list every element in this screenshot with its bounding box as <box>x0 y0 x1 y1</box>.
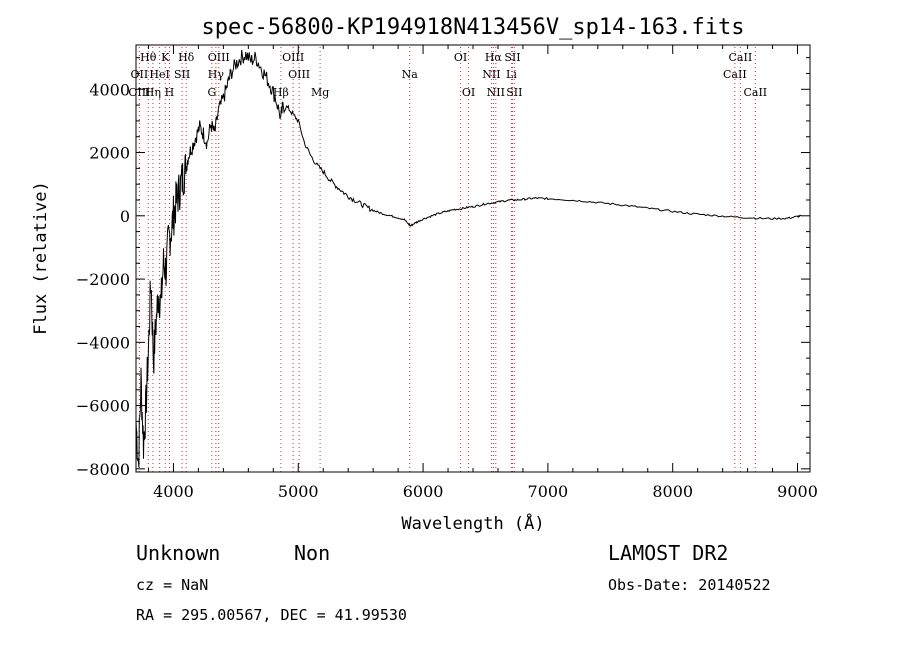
x-tick-label: 6000 <box>403 482 444 501</box>
y-tick-label: 2000 <box>89 144 130 163</box>
x-tick-label: 9000 <box>777 482 818 501</box>
spectral-line-label: Li <box>506 68 517 81</box>
spectrum-curve <box>135 49 802 468</box>
x-tick-label: 4000 <box>153 482 194 501</box>
object-class: Unknown <box>136 541 220 565</box>
spectral-line-label: Hγ <box>208 68 225 81</box>
spectral-line-label: SII <box>506 86 522 99</box>
spectral-line-label: K <box>161 51 170 64</box>
y-tick-label: −4000 <box>76 333 130 352</box>
spectral-line-label: HeI <box>149 68 169 81</box>
spectral-line-label: Hα <box>485 51 503 64</box>
spectral-line-label: Mg <box>311 86 329 99</box>
y-axis-ticks: −8000 −6000 −4000 −2000 0 2000 4000 <box>76 57 810 479</box>
survey-name: LAMOST DR2 <box>608 541 728 565</box>
y-tick-label: −2000 <box>76 270 130 289</box>
plot-frame <box>135 44 811 473</box>
spectral-line-label: Hη <box>145 86 161 99</box>
spectral-line-label: H <box>165 86 175 99</box>
y-axis-label: Flux (relative) <box>31 181 51 335</box>
y-tick-label: 0 <box>120 207 130 226</box>
spectral-line-label: NII <box>482 68 500 81</box>
spectral-line-label: CaII <box>729 51 753 64</box>
spectral-line-label: Hβ <box>273 86 289 99</box>
redshift-cz: cz = NaN <box>136 576 208 594</box>
spectral-line-label: CaII <box>743 86 767 99</box>
x-tick-label: 5000 <box>278 482 319 501</box>
chart-title: spec-56800-KP194918N413456V_sp14-163.fit… <box>201 15 744 40</box>
x-axis-label: Wavelength (Å) <box>401 512 544 534</box>
spectral-line-label: OI <box>462 86 475 99</box>
y-tick-label: −8000 <box>76 460 130 479</box>
spectral-line-label: SII <box>174 68 190 81</box>
spectral-line-label: Na <box>402 68 419 81</box>
spectral-line-label: G <box>207 86 216 99</box>
spectral-line-markers <box>138 47 756 472</box>
ra-dec-coordinates: RA = 295.00567, DEC = 41.99530 <box>136 606 407 624</box>
spectral-line-label: OII <box>131 68 149 81</box>
spectral-line-label: CaII <box>723 68 747 81</box>
spectral-line-label: OIII <box>208 51 230 64</box>
spectral-line-label: SII <box>504 51 520 64</box>
spectral-line-label: OIII <box>282 51 304 64</box>
object-subclass: Non <box>294 541 330 565</box>
spectral-line-label: OI <box>454 51 467 64</box>
spectral-line-label: Hδ <box>178 51 195 64</box>
y-tick-label: 4000 <box>89 80 130 99</box>
x-tick-label: 7000 <box>528 482 569 501</box>
spectral-line-label: Hθ <box>140 51 157 64</box>
y-tick-label: −6000 <box>76 397 130 416</box>
spectral-line-label: OIII <box>288 68 310 81</box>
x-tick-label: 8000 <box>652 482 693 501</box>
observation-date: Obs-Date: 20140522 <box>608 576 771 594</box>
x-axis-ticks: 4000 5000 6000 7000 8000 9000 <box>147 45 818 501</box>
spectral-line-label: NII <box>487 86 505 99</box>
